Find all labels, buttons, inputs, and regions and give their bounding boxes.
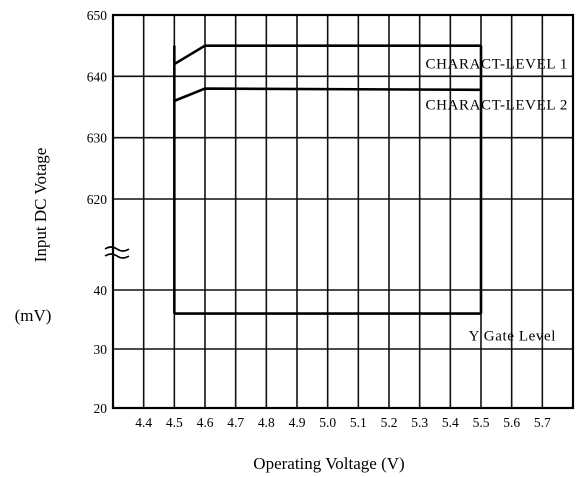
x-tick-label: 5.3	[411, 415, 428, 430]
axis-break-mark	[104, 246, 130, 259]
x-tick-label: 5.2	[381, 415, 398, 430]
x-tick-label: 5.4	[442, 415, 459, 430]
x-tick-label: 5.6	[503, 415, 520, 430]
x-tick-label: 4.9	[289, 415, 306, 430]
chart-grid	[113, 14, 573, 409]
x-tick-label: 5.7	[534, 415, 551, 430]
y-axis-label: Input DC Votage	[31, 148, 50, 263]
x-tick-label: 5.0	[319, 415, 336, 430]
y-tick-label: 30	[94, 342, 108, 357]
y-tick-label: 640	[87, 69, 108, 84]
y-tick-label: 20	[94, 401, 108, 416]
x-tick-label: 4.7	[227, 415, 244, 430]
x-tick-label: 5.1	[350, 415, 367, 430]
series-label: CHARACT-LEVEL 2	[426, 97, 568, 113]
plot-frame	[111, 13, 575, 410]
y-tick-label: 40	[94, 283, 108, 298]
x-tick-label: 5.5	[473, 415, 490, 430]
series-line-1	[173, 44, 481, 66]
y-tick-label: 630	[87, 131, 108, 146]
y-tick-labels: 620 630 640 650 20 30 40	[87, 8, 108, 416]
x-axis-label: Operating Voltage (V)	[253, 454, 404, 473]
x-tick-label: 4.6	[197, 415, 214, 430]
series-line-2	[173, 87, 482, 103]
x-tick-labels: 4.4 4.5 4.6 4.7 4.8 4.9 5.0 5.1 5.2 5.3 5.4 5.5 5.6 5…	[135, 415, 551, 430]
chart-series	[173, 44, 483, 315]
y-tick-label: 650	[87, 8, 108, 23]
x-tick-label: 4.4	[135, 415, 152, 430]
x-tick-label: 4.5	[166, 415, 183, 430]
x-tick-label: 4.8	[258, 415, 275, 430]
series-labels: CHARACT-LEVEL 1 CHARACT-LEVEL 2 Y Gate Lev…	[426, 56, 568, 344]
series-label: CHARACT-LEVEL 1	[426, 56, 568, 72]
y-axis-unit: (mV)	[15, 306, 52, 325]
series-label: Y Gate Level	[469, 329, 556, 345]
y-tick-label: 620	[87, 192, 108, 207]
